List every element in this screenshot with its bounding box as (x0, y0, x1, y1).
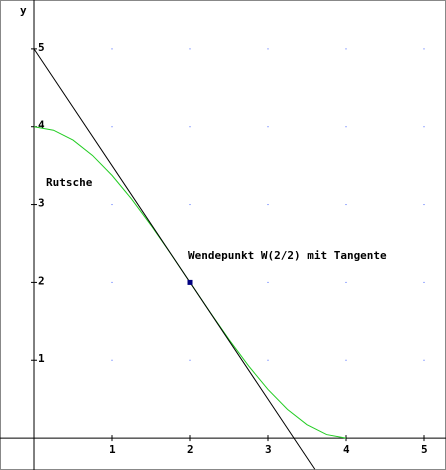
y-axis-label: y (20, 4, 27, 17)
grid-dot (111, 281, 113, 283)
grid-dot (345, 359, 347, 361)
grid-dot (345, 48, 347, 50)
annotation: Rutsche (46, 176, 93, 189)
grid-dot (189, 204, 191, 206)
y-tick-label: 5 (38, 41, 45, 54)
grid-dot (267, 126, 269, 128)
y-tick-label: 3 (38, 197, 45, 210)
point (187, 279, 193, 285)
grid-dot (345, 126, 347, 128)
grid-dot (423, 204, 425, 206)
annotation: Wendepunkt W(2/2) mit Tangente (188, 249, 387, 262)
grid-dot (111, 48, 113, 50)
x-tick-label: 5 (421, 443, 428, 456)
grid-dot (423, 359, 425, 361)
x-tick-label: 3 (265, 443, 272, 456)
curve (33, 48, 316, 470)
grid-dot (111, 359, 113, 361)
grid-dot (423, 48, 425, 50)
grid-dot (189, 359, 191, 361)
grid-dot (345, 204, 347, 206)
y-tick-label: 1 (38, 352, 45, 365)
grid-dot (267, 48, 269, 50)
grid-dot (423, 281, 425, 283)
grid-dot (267, 359, 269, 361)
y-tick-label: 4 (38, 119, 45, 132)
grid-dot (423, 126, 425, 128)
y-tick-label: 2 (38, 274, 45, 287)
x-tick-label: 1 (109, 443, 116, 456)
x-tick-label: 2 (187, 443, 194, 456)
grid-dot (267, 204, 269, 206)
grid-dot (189, 48, 191, 50)
grid-dot (111, 126, 113, 128)
grid-dot (345, 281, 347, 283)
x-tick-label: 4 (343, 443, 350, 456)
grid-dot (267, 281, 269, 283)
grid-dot (189, 126, 191, 128)
grid-dot (111, 204, 113, 206)
